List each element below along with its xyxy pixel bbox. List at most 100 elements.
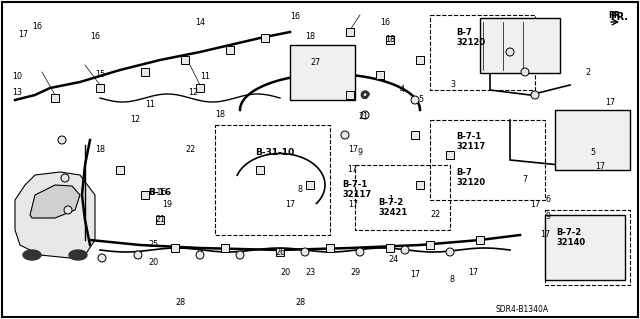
Circle shape [401, 246, 409, 254]
Bar [426, 241, 434, 249]
Text: 25: 25 [148, 240, 158, 249]
Bar [156, 216, 164, 224]
Text: 17: 17 [595, 162, 605, 171]
Text: B-7
32120: B-7 32120 [456, 28, 485, 48]
Bar [386, 244, 394, 252]
Text: 17: 17 [530, 200, 540, 209]
Bar [306, 181, 314, 189]
Text: 16: 16 [380, 18, 390, 27]
Text: 17: 17 [18, 30, 28, 39]
Bar [480, 18, 560, 73]
Circle shape [301, 248, 309, 256]
Bar [96, 84, 104, 92]
Text: 16: 16 [32, 22, 42, 31]
Text: 8: 8 [298, 185, 303, 194]
Circle shape [356, 248, 364, 256]
Bar [430, 120, 545, 200]
Text: 14: 14 [195, 18, 205, 27]
Text: B-16: B-16 [148, 188, 171, 197]
Text: B-16: B-16 [148, 188, 166, 197]
Text: 17: 17 [410, 270, 420, 279]
Bar [430, 15, 535, 90]
Text: 20: 20 [280, 268, 290, 277]
Text: 10: 10 [12, 72, 22, 81]
Circle shape [98, 254, 106, 262]
Text: B-7-2
32140: B-7-2 32140 [556, 228, 585, 248]
Text: 5: 5 [590, 148, 595, 157]
Text: B-7-1
32117: B-7-1 32117 [456, 132, 485, 152]
Text: 4: 4 [400, 85, 405, 94]
Text: 17: 17 [347, 165, 357, 174]
Text: 1: 1 [388, 195, 393, 204]
Text: 21: 21 [358, 112, 368, 121]
Bar [376, 71, 384, 79]
Text: 7: 7 [522, 175, 527, 184]
Text: 6: 6 [545, 195, 550, 204]
Bar [416, 56, 424, 64]
Circle shape [196, 251, 204, 259]
Bar [476, 236, 484, 244]
Text: 18: 18 [305, 32, 315, 41]
Bar [545, 210, 630, 285]
Bar [555, 110, 630, 170]
Text: 28: 28 [295, 298, 305, 307]
Text: 17: 17 [605, 98, 615, 107]
Circle shape [521, 68, 529, 76]
Text: 15: 15 [95, 70, 105, 79]
Bar [386, 36, 394, 44]
Text: 28: 28 [175, 298, 185, 307]
Circle shape [64, 206, 72, 214]
Text: 17: 17 [468, 268, 478, 277]
Bar [416, 181, 424, 189]
Bar [221, 244, 229, 252]
Text: SDR4-B1340A: SDR4-B1340A [495, 305, 548, 314]
Bar [141, 68, 149, 76]
Text: 12: 12 [130, 115, 140, 124]
Text: 16: 16 [290, 12, 300, 21]
Text: 9: 9 [358, 148, 363, 157]
Text: 17: 17 [285, 200, 295, 209]
Bar [51, 94, 59, 102]
Bar [355, 165, 450, 230]
Text: 20: 20 [148, 258, 158, 267]
Bar [171, 244, 179, 252]
Text: 16: 16 [90, 32, 100, 41]
Bar [411, 131, 419, 139]
Bar [256, 166, 264, 174]
Bar [261, 34, 269, 42]
Text: 13: 13 [12, 88, 22, 97]
Bar [181, 56, 189, 64]
Text: 9: 9 [545, 212, 550, 221]
Text: 17: 17 [348, 200, 358, 209]
Polygon shape [15, 172, 95, 258]
Text: B-7-2
32421: B-7-2 32421 [378, 198, 407, 218]
Text: 11: 11 [145, 100, 155, 109]
Text: 26: 26 [275, 248, 285, 257]
Text: B-7
32120: B-7 32120 [456, 168, 485, 187]
Bar [116, 166, 124, 174]
Text: B-31-10: B-31-10 [255, 148, 294, 157]
Text: FR.: FR. [610, 12, 628, 22]
Circle shape [341, 131, 349, 139]
Bar [226, 46, 234, 54]
Text: 18: 18 [95, 145, 105, 154]
Bar [215, 125, 330, 235]
Text: 3: 3 [450, 80, 455, 89]
Bar [326, 244, 334, 252]
Text: 18: 18 [215, 110, 225, 119]
Bar [290, 45, 355, 100]
Circle shape [58, 136, 66, 144]
Text: 12: 12 [188, 88, 198, 97]
Bar [196, 84, 204, 92]
Text: FR.: FR. [608, 11, 623, 20]
Bar [446, 151, 454, 159]
Text: 2: 2 [585, 68, 590, 77]
Bar [276, 248, 284, 256]
Circle shape [236, 251, 244, 259]
Text: 22: 22 [430, 210, 440, 219]
Bar [346, 91, 354, 99]
Text: 17: 17 [348, 145, 358, 154]
Circle shape [446, 248, 454, 256]
Text: 23: 23 [305, 268, 315, 277]
Bar [346, 28, 354, 36]
